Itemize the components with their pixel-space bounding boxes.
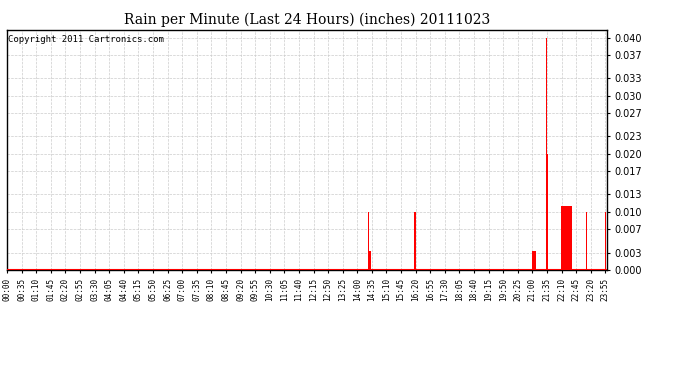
Title: Rain per Minute (Last 24 Hours) (inches) 20111023: Rain per Minute (Last 24 Hours) (inches)… [124,13,490,27]
Text: Copyright 2011 Cartronics.com: Copyright 2011 Cartronics.com [8,35,164,44]
